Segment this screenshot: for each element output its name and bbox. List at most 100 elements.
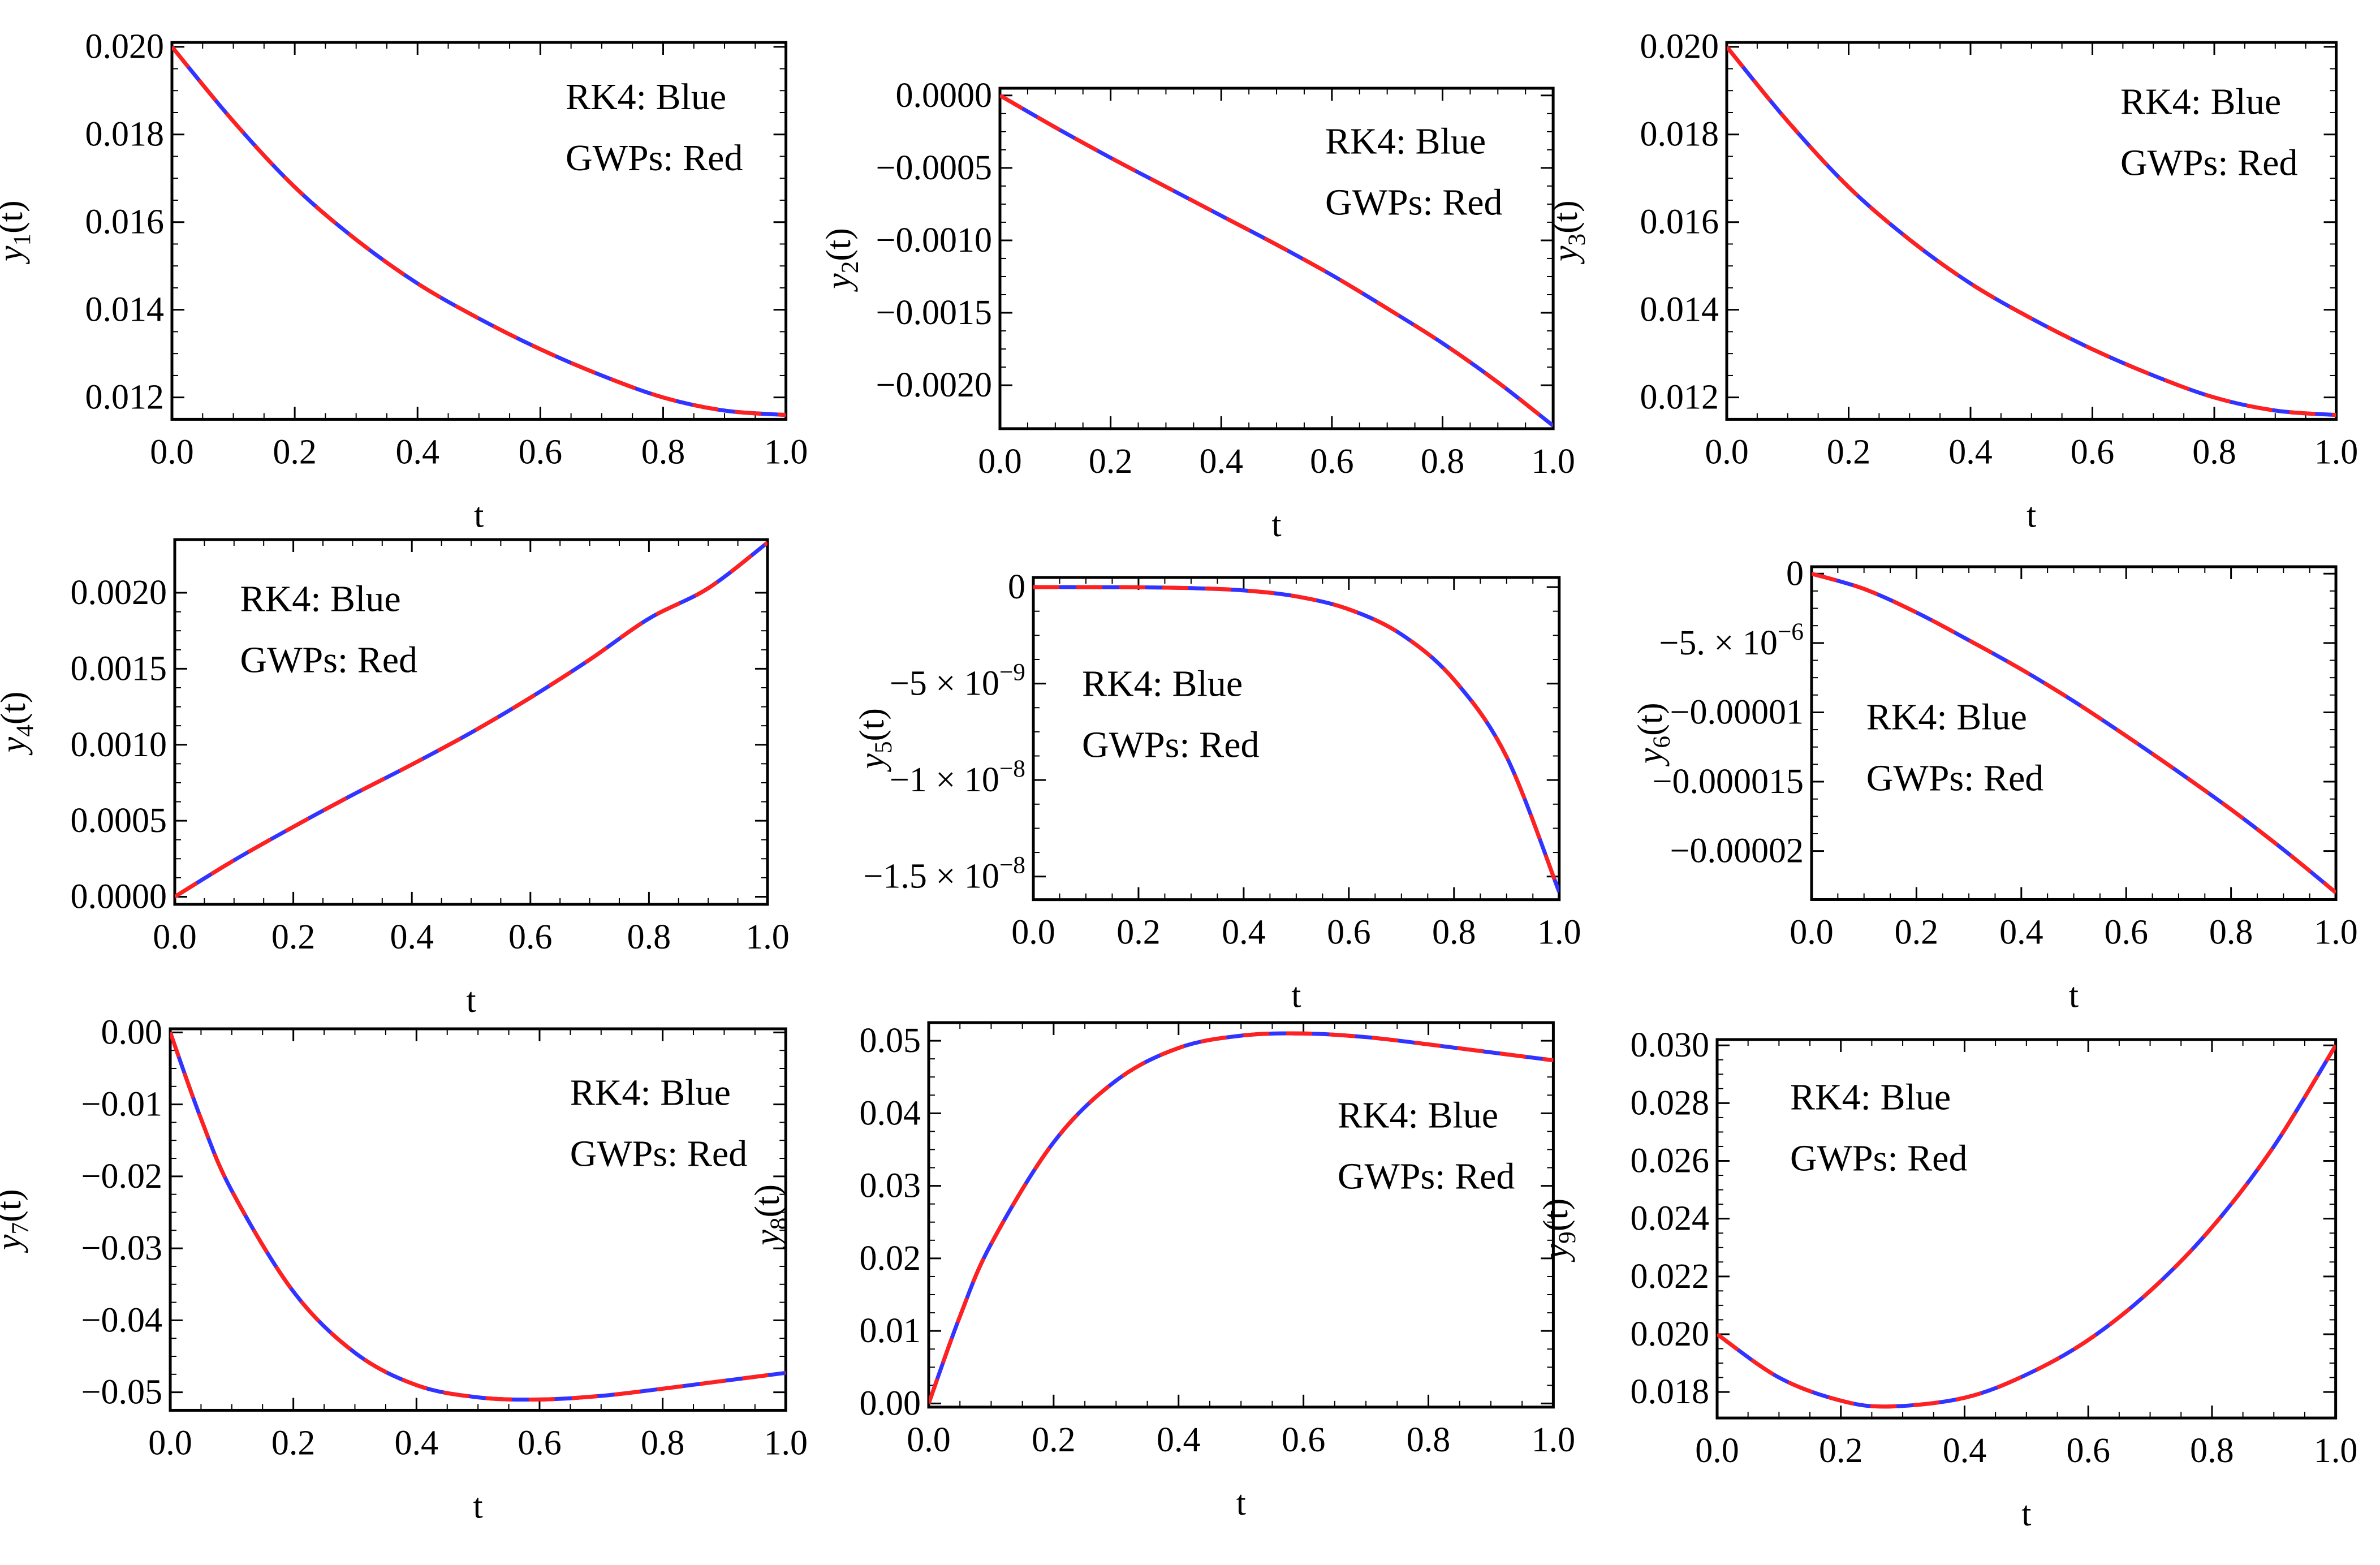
legend-rk4: RK4: Blue: [240, 578, 401, 619]
x-axis-label: t: [2027, 497, 2036, 535]
x-tick-label: 1.0: [2314, 913, 2358, 952]
figure: 0.0 0.2 0.4 0.6 0.8 1.0 t 0.012 0.014 0.016 0.018 0…: [0, 28, 2358, 1533]
y-tick-label: 0.00: [101, 1014, 162, 1052]
x-tick-label: 0.0: [1790, 913, 1834, 952]
series-line-gwps: [928, 1031, 1554, 1404]
x-tick-label: 0.2: [1819, 1432, 1863, 1470]
x-tick-label: 0.8: [627, 918, 671, 956]
x-tick-label: 0.2: [271, 1424, 316, 1463]
x-tick-label: 0.2: [1032, 1421, 1076, 1459]
y-tick-label: 0.012: [85, 378, 164, 417]
x-tick-label: 0.8: [2191, 1432, 2235, 1470]
y-axis-label: y7(t): [0, 1189, 34, 1254]
series-line-gwps: [1812, 572, 2336, 895]
x-axis-label: t: [474, 497, 484, 535]
x-tick-label: 1.0: [1537, 913, 1581, 952]
legend-gwps: GWPs: Red: [1866, 758, 2044, 799]
series-line-rk4: [928, 1031, 1554, 1404]
series-line-gwps: [1717, 1044, 2336, 1409]
legend-gwps: GWPs: Red: [2120, 143, 2297, 184]
chart-panel-2: 0.0 0.2 0.4 0.6 0.8 1.0 t 0.0000 −0.0005 −0.0010 −…: [820, 76, 1575, 544]
y-tick-label: 0.016: [1640, 203, 1719, 242]
x-tick-label: 1.0: [764, 433, 808, 472]
x-tick-label: 0.4: [395, 1424, 439, 1463]
chart-panel-3: 0.0 0.2 0.4 0.6 0.8 1.0 t 0.012 0.014 0.016 0.018 0…: [1546, 28, 2358, 535]
y-tick-label: 0.01: [859, 1312, 921, 1351]
x-tick-label: 0.0: [907, 1421, 951, 1459]
y-axis-label: y4(t): [0, 691, 38, 756]
y-tick-label: 0.028: [1631, 1084, 1710, 1122]
legend-gwps: GWPs: Red: [1338, 1156, 1515, 1197]
x-axis-label: t: [1272, 506, 1282, 544]
y-tick-label: 0.014: [1640, 291, 1719, 329]
chart-panel-4: 0.0 0.2 0.4 0.6 0.8 1.0 t 0.0000 0.0005 0.0010 0.0…: [0, 538, 790, 1020]
y-tick-label: −0.0020: [876, 366, 992, 404]
y-tick-label: 0.020: [85, 28, 164, 66]
x-tick-label: 0.8: [2209, 913, 2253, 952]
chart-panel-5: 0.0 0.2 0.4 0.6 0.8 1.0 t 0 −5 × 10−9 −1 × 10−8 −1…: [853, 568, 1581, 1015]
x-tick-label: 0.6: [518, 1424, 562, 1463]
x-tick-label: 0.2: [1895, 913, 1939, 952]
x-tick-label: 0.6: [518, 433, 562, 472]
chart-panel-1: 0.0 0.2 0.4 0.6 0.8 1.0 t 0.012 0.014 0.016 0.018 0…: [0, 28, 808, 535]
y-tick-label: 0.024: [1631, 1200, 1710, 1238]
x-axis-label: t: [1236, 1484, 1245, 1523]
y-axis-label: y1(t): [0, 201, 36, 265]
x-tick-label: 0.2: [273, 433, 317, 472]
y-tick-label: 0: [1008, 568, 1025, 606]
x-tick-label: 0.2: [1116, 913, 1160, 952]
x-tick-label: 0.6: [1282, 1421, 1326, 1459]
y-tick-label: 0.012: [1640, 378, 1719, 417]
x-tick-label: 0.6: [1310, 442, 1354, 481]
y-tick-label: 0.026: [1631, 1141, 1710, 1180]
x-tick-label: 0.2: [271, 918, 316, 956]
x-tick-label: 0.0: [978, 442, 1022, 481]
legend-gwps: GWPs: Red: [1325, 182, 1503, 223]
y-tick-label: −5 × 10−9: [890, 659, 1025, 703]
y-tick-label: −0.0015: [876, 294, 992, 332]
series-line-gwps: [175, 541, 768, 899]
y-tick-label: 0.020: [1631, 1315, 1710, 1353]
y-tick-label: 0.018: [1640, 115, 1719, 154]
x-tick-label: 0.6: [508, 918, 553, 956]
x-tick-label: 0.0: [148, 1424, 192, 1463]
y-tick-label: 0.022: [1631, 1257, 1710, 1296]
x-tick-label: 1.0: [745, 918, 790, 956]
y-axis-label: y6(t): [1631, 703, 1675, 768]
series-line-gwps: [1000, 93, 1554, 428]
y-tick-label: 0.020: [1640, 28, 1719, 66]
x-axis-label: t: [2069, 977, 2079, 1015]
series-line-gwps: [1726, 45, 2336, 417]
x-tick-label: 0.4: [1999, 913, 2043, 952]
series-line-gwps: [1033, 585, 1559, 893]
legend-rk4: RK4: Blue: [2120, 81, 2280, 123]
y-tick-label: −0.0010: [876, 221, 992, 260]
y-tick-label: 0.018: [85, 115, 164, 154]
x-tick-label: 0.0: [1011, 913, 1055, 952]
legend-rk4: RK4: Blue: [566, 76, 726, 118]
y-tick-label: −1.5 × 10−8: [864, 852, 1026, 896]
series-line-gwps: [171, 45, 786, 417]
y-tick-label: 0.0020: [71, 574, 167, 612]
x-tick-label: 0.4: [395, 433, 439, 472]
y-tick-label: 0.0000: [896, 76, 993, 115]
x-tick-label: 0.4: [1157, 1421, 1200, 1459]
y-tick-label: −0.02: [81, 1157, 162, 1196]
series-line-gwps: [170, 1032, 786, 1402]
x-tick-label: 0.6: [2070, 433, 2114, 472]
y-tick-label: −0.05: [81, 1373, 162, 1412]
chart-panel-9: 0.0 0.2 0.4 0.6 0.8 1.0 t 0.018 0.020 0.022 0.024 0…: [1537, 1026, 2357, 1533]
y-tick-label: −0.04: [81, 1301, 162, 1340]
legend-gwps: GWPs: Red: [570, 1133, 748, 1175]
legend-rk4: RK4: Blue: [1790, 1077, 1951, 1118]
x-tick-label: 0.4: [1222, 913, 1266, 952]
y-tick-label: 0.03: [859, 1167, 921, 1205]
y-tick-label: −0.000015: [1653, 762, 1804, 801]
x-axis-label: t: [2022, 1495, 2032, 1533]
y-tick-label: 0.05: [859, 1021, 921, 1060]
y-axis-label: y5(t): [853, 708, 897, 773]
y-tick-label: 0.0000: [71, 877, 167, 916]
y-tick-label: 0.030: [1631, 1026, 1710, 1064]
x-tick-label: 0.8: [1432, 913, 1476, 952]
y-tick-label: −0.0005: [876, 149, 992, 187]
